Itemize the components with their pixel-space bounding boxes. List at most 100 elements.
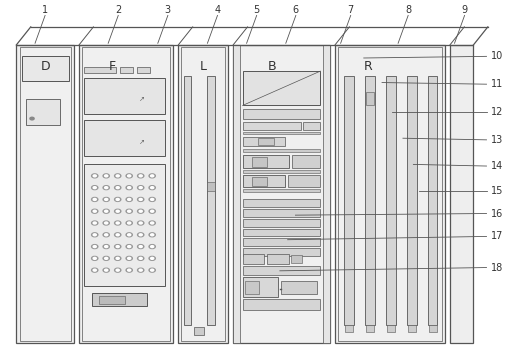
Bar (407, 76, 416, 325)
Text: 17: 17 (491, 231, 503, 241)
Circle shape (92, 233, 98, 237)
Circle shape (138, 197, 144, 201)
Circle shape (105, 257, 108, 260)
Bar (26, 99, 60, 125)
Circle shape (139, 198, 142, 201)
Circle shape (105, 198, 108, 201)
Text: 13: 13 (491, 135, 503, 145)
Bar (243, 219, 321, 226)
Bar (428, 326, 437, 332)
Circle shape (149, 245, 156, 248)
Circle shape (116, 187, 119, 189)
Circle shape (93, 222, 96, 224)
Circle shape (127, 198, 131, 201)
Circle shape (115, 245, 121, 248)
Circle shape (116, 175, 119, 177)
Text: 8: 8 (405, 5, 411, 15)
Bar (22, 56, 69, 81)
Bar (84, 67, 116, 73)
Circle shape (93, 175, 96, 177)
Circle shape (151, 198, 154, 201)
Circle shape (115, 174, 121, 178)
Circle shape (92, 197, 98, 201)
Bar (243, 248, 321, 256)
Text: 14: 14 (491, 161, 503, 171)
Circle shape (103, 197, 110, 201)
Text: ↗: ↗ (139, 138, 144, 144)
Bar (281, 281, 316, 294)
Circle shape (139, 269, 142, 271)
Bar (136, 67, 150, 73)
Bar (243, 266, 321, 275)
Bar (335, 45, 445, 343)
Circle shape (105, 269, 108, 271)
Circle shape (93, 210, 96, 212)
Bar (338, 47, 442, 341)
Circle shape (151, 222, 154, 224)
Text: 2: 2 (115, 5, 121, 15)
Bar (243, 154, 289, 168)
Circle shape (138, 233, 144, 237)
Bar (252, 177, 268, 186)
Bar (194, 327, 204, 335)
Circle shape (116, 234, 119, 236)
Bar (84, 164, 165, 285)
Bar (99, 296, 125, 304)
Circle shape (115, 197, 121, 201)
Bar (84, 78, 165, 114)
Circle shape (127, 246, 131, 247)
Circle shape (103, 268, 110, 272)
Bar (243, 189, 321, 192)
Circle shape (103, 256, 110, 260)
Bar (258, 138, 273, 146)
Bar (387, 326, 395, 332)
Text: 16: 16 (491, 208, 503, 219)
Circle shape (115, 233, 121, 237)
Bar (303, 122, 321, 130)
Bar (243, 132, 321, 134)
Circle shape (127, 210, 131, 212)
Circle shape (127, 234, 131, 236)
Circle shape (138, 174, 144, 178)
Text: R: R (363, 60, 372, 73)
Bar (20, 47, 71, 341)
Circle shape (151, 246, 154, 247)
Circle shape (116, 269, 119, 271)
Bar (84, 120, 165, 156)
Circle shape (92, 268, 98, 272)
Bar (120, 67, 133, 73)
Bar (245, 281, 259, 294)
Circle shape (92, 221, 98, 225)
Circle shape (151, 210, 154, 212)
Circle shape (151, 234, 154, 236)
Circle shape (93, 187, 96, 189)
Circle shape (115, 186, 121, 190)
Bar (243, 71, 321, 105)
Text: B: B (268, 60, 276, 73)
Circle shape (139, 246, 142, 247)
Bar (243, 299, 321, 310)
Circle shape (115, 268, 121, 272)
Circle shape (151, 175, 154, 177)
Circle shape (138, 221, 144, 225)
Circle shape (149, 268, 156, 272)
Text: 9: 9 (461, 5, 468, 15)
Circle shape (138, 268, 144, 272)
Circle shape (126, 221, 132, 225)
Bar (243, 109, 321, 119)
Bar (366, 92, 374, 105)
Bar (366, 326, 374, 332)
Circle shape (127, 257, 131, 260)
Bar (428, 76, 437, 325)
Circle shape (139, 175, 142, 177)
Circle shape (116, 198, 119, 201)
Circle shape (92, 186, 98, 190)
Bar (344, 76, 354, 325)
Text: F: F (108, 60, 115, 73)
Bar (268, 254, 289, 264)
Circle shape (149, 256, 156, 260)
Circle shape (149, 174, 156, 178)
Circle shape (105, 210, 108, 212)
Circle shape (139, 234, 142, 236)
Circle shape (139, 222, 142, 224)
